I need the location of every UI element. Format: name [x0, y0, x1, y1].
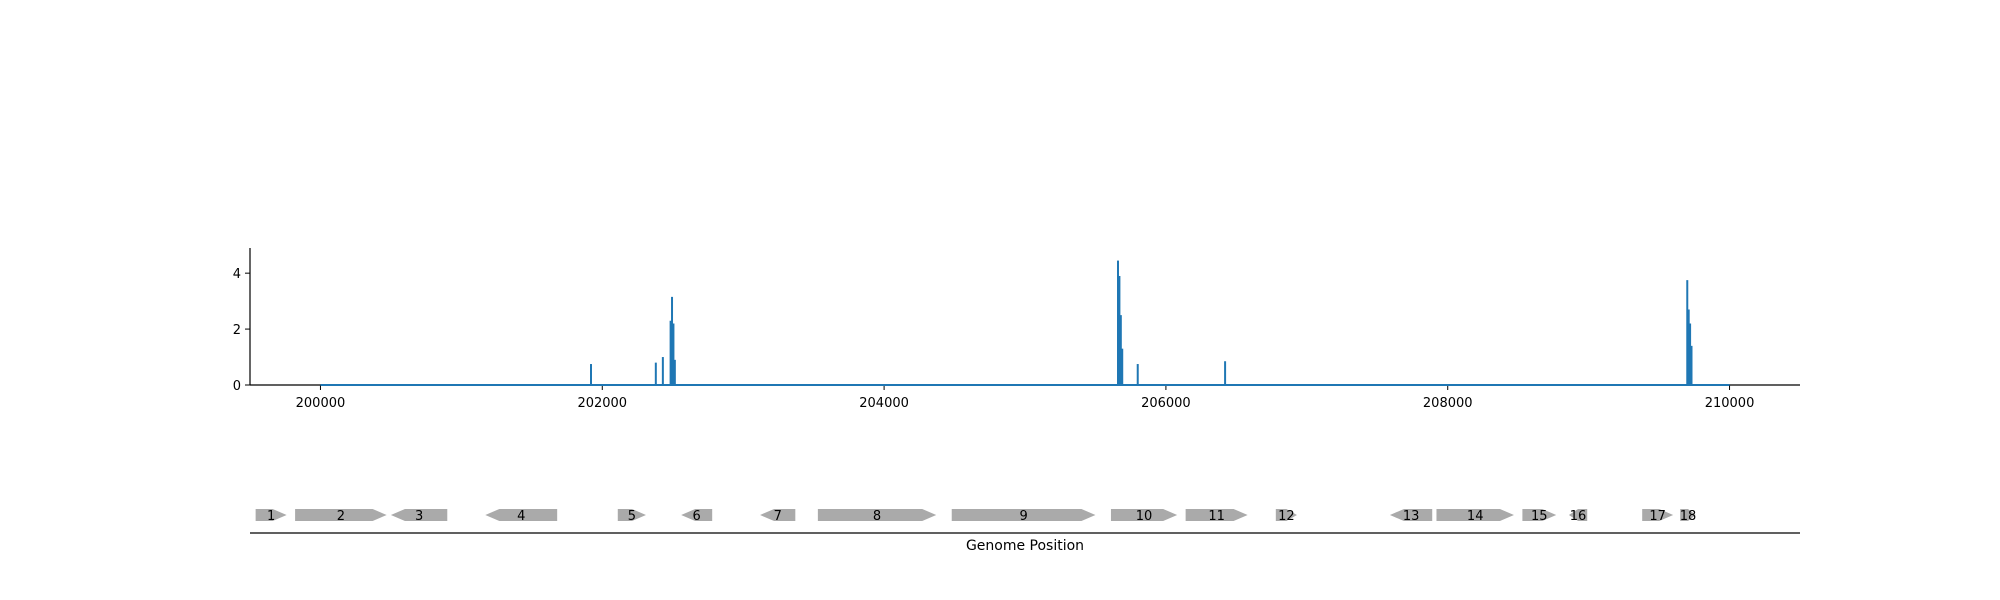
y-tick-label: 4: [233, 267, 241, 282]
gene-label: 8: [873, 509, 881, 524]
gene-axis-title: Genome Position: [966, 538, 1084, 554]
gene-label: 14: [1467, 509, 1484, 524]
x-tick-label: 210000: [1705, 396, 1755, 411]
x-tick-label: 208000: [1423, 396, 1473, 411]
gene-label: 15: [1531, 509, 1548, 524]
gene-arrow: [817, 509, 937, 521]
gene-label: 16: [1570, 509, 1587, 524]
gene-arrow: [1389, 509, 1433, 521]
gene-label: 3: [415, 509, 423, 524]
gene-label: 13: [1403, 509, 1420, 524]
gene-label: 4: [517, 509, 525, 524]
coverage-series: [320, 260, 1730, 386]
gene-arrow: [1522, 509, 1557, 521]
gene-label: 11: [1208, 509, 1225, 524]
gene-arrow: [1568, 509, 1588, 521]
x-tick-label: 204000: [859, 396, 909, 411]
gene-label: 7: [774, 509, 782, 524]
gene-arrow: [617, 509, 646, 521]
gene-arrow: [255, 509, 287, 521]
gene-arrow: [1680, 509, 1696, 521]
gene-arrow: [1436, 509, 1514, 521]
gene-arrow: [681, 509, 713, 521]
gene-label: 17: [1649, 509, 1666, 524]
gene-arrows: 1 2 3 4 5 6 7 8 9 10 11 12 13 14 15 16 17 18: [255, 509, 1697, 524]
gene-arrow: [760, 509, 796, 521]
gene-label: 1: [267, 509, 275, 524]
x-tick-label: 202000: [577, 396, 627, 411]
gene-label: 12: [1278, 509, 1295, 524]
gene-label: 9: [1019, 509, 1027, 524]
y-axis-ticks: 0 2 4: [233, 267, 250, 394]
gene-label: 2: [337, 509, 345, 524]
gene-arrow: [390, 509, 448, 521]
gene-map: 1 2 3 4 5 6 7 8 9 10 11 12 13 14 15 16 17 18 Genome Posit…: [250, 509, 1800, 554]
gene-arrow: [1642, 509, 1674, 521]
coverage-plot: 0 2 4 200000 202000 204000 206000 208000 210000: [233, 248, 1800, 411]
gene-label: 18: [1680, 509, 1697, 524]
x-tick-label: 200000: [296, 396, 346, 411]
gene-arrow: [1185, 509, 1248, 521]
gene-label: 6: [693, 509, 701, 524]
y-tick-label: 0: [233, 379, 241, 394]
gene-arrow: [485, 509, 558, 521]
gene-arrow: [1110, 509, 1178, 521]
x-axis-ticks: 200000 202000 204000 206000 208000 210000: [296, 385, 1755, 411]
gene-label: 5: [628, 509, 636, 524]
gene-arrow: [295, 509, 387, 521]
gene-arrow: [1275, 509, 1297, 521]
y-tick-label: 2: [233, 323, 241, 338]
gene-label: 10: [1136, 509, 1153, 524]
x-tick-label: 206000: [1141, 396, 1191, 411]
gene-arrow: [951, 509, 1096, 521]
